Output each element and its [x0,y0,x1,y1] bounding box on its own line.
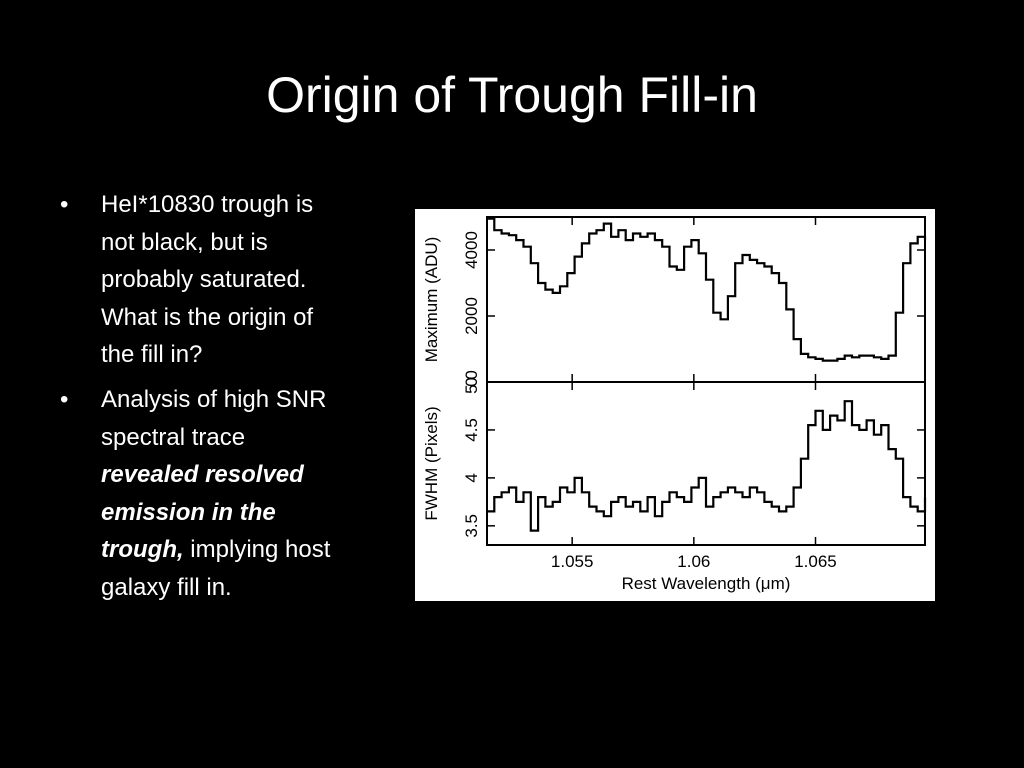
bullet-dot-icon: • [60,385,69,413]
bottom-panel-ytick-label: 5 0 [462,370,481,394]
xtick-label: 1.06 [677,552,710,571]
bullet-text: Analysis of high SNR spectral trace [101,385,327,451]
bullet-emphasis-text: revealed resolved emission in the trough… [101,461,304,564]
top-panel-ytick-label: 4000 [462,231,481,269]
top-panel-series-line [487,217,927,362]
xtick-label: 1.055 [551,552,594,571]
bottom-panel-ytick-label: 4.5 [462,418,481,442]
xtick-label: 1.065 [794,552,837,571]
bullet-item: • HeI*10830 trough is not black, but is p… [58,186,343,374]
bullet-text: implying host galaxy fill in. [101,536,331,601]
bottom-panel-ytick-label: 4 [462,473,481,482]
bottom-panel-ytick-label: 3.5 [462,514,481,538]
spectrum-chart: 0 2000 4000 Maximum (ADU) 3.5 4 4.5 5 0 FWHM (Pi… [422,216,927,593]
bullet-text: HeI*10830 trough is not black, but is pr… [101,191,314,369]
bullet-dot-icon: • [60,191,69,218]
bottom-panel-ylabel: FWHM (Pixels) [422,406,441,520]
slide-title: Origin of Trough Fill-in [266,67,758,123]
bottom-panel-frame [486,381,926,546]
bullet-list: • HeI*10830 trough is not black, but is p… [58,186,343,614]
top-panel-ytick-label: 2000 [462,297,481,335]
bottom-panel-series-line [487,400,927,532]
top-panel-ytick-label: 0 [462,377,481,386]
bullet-item: • Analysis of high SNR spectral trace rev… [58,381,343,607]
x-axis-label: Rest Wavelength (μm) [622,574,791,593]
spectrum-figure: 0 2000 4000 Maximum (ADU) 3.5 4 4.5 5 0 FWHM (Pi… [415,209,935,601]
top-panel-ylabel: Maximum (ADU) [422,237,441,363]
